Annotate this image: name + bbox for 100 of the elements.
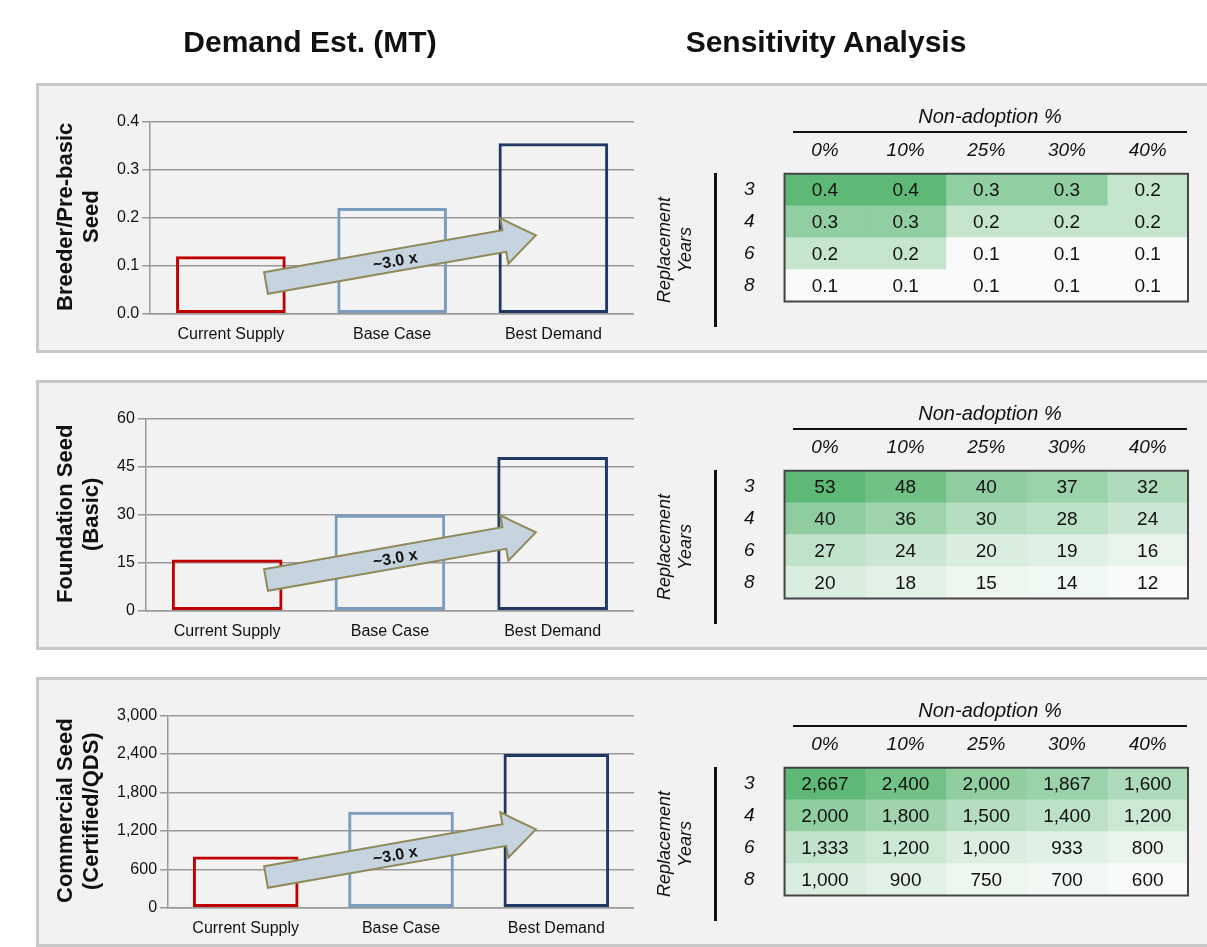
- data-label: 0.3: [973, 179, 1000, 201]
- y-tick-label: 6: [743, 241, 755, 263]
- y-tick-label: 8: [743, 867, 755, 889]
- y-tick-label: 15: [117, 553, 135, 571]
- data-label: 1,867: [1043, 773, 1091, 795]
- y-tick-label: 0.0: [116, 304, 140, 322]
- y-tick-label: 6: [743, 835, 755, 857]
- x-axis-title: Non-adoption %: [793, 105, 1187, 133]
- data-label: 0.1: [973, 274, 1000, 296]
- data-label: 36: [895, 507, 917, 529]
- data-label: 0.2: [973, 210, 1000, 232]
- data-label: 1,000: [801, 868, 849, 890]
- y-tick-label: 3: [743, 178, 755, 200]
- chart-title: Sensitivity Analysis: [684, 25, 968, 59]
- annotation: ~3.0 x: [371, 545, 419, 571]
- x-tick-label: Current Supply: [177, 324, 285, 342]
- x-tick-label: 40%: [1128, 138, 1167, 160]
- y-tick-label: 0.3: [116, 160, 140, 178]
- y-tick-label: 0.2: [116, 208, 140, 226]
- x-tick-label: 10%: [886, 138, 925, 160]
- data-label: 2,000: [962, 773, 1011, 795]
- data-label: 1,400: [1043, 804, 1091, 826]
- data-label: 0.4: [811, 179, 839, 201]
- data-label: 14: [1056, 571, 1078, 593]
- x-tick-label: 30%: [1047, 435, 1087, 457]
- data-label: 1,500: [962, 804, 1011, 826]
- data-label: 1,200: [1123, 804, 1172, 826]
- data-label: 0.1: [973, 242, 1000, 264]
- y-tick-label: 1,800: [116, 782, 158, 800]
- data-label: 12: [1137, 571, 1159, 593]
- x-tick-label: 30%: [1047, 732, 1087, 754]
- data-label: 0.1: [1053, 242, 1081, 264]
- data-label: 0.2: [1134, 210, 1161, 232]
- x-tick-label: 0%: [811, 732, 839, 754]
- data-label: 0.2: [811, 242, 839, 264]
- data-label: 24: [895, 539, 917, 561]
- data-label: 20: [814, 571, 836, 593]
- x-tick-label: Best Demand: [507, 918, 605, 936]
- x-tick-label: Base Case: [352, 324, 432, 342]
- data-label: 2,667: [801, 773, 849, 795]
- x-tick-label: 40%: [1128, 732, 1167, 754]
- data-label: 933: [1051, 836, 1083, 858]
- x-tick-label: 25%: [966, 138, 1006, 160]
- data-label: 48: [895, 476, 917, 498]
- y-tick-label: 4: [743, 507, 755, 529]
- data-label: 600: [1131, 868, 1164, 890]
- y-tick-label: 0: [125, 601, 135, 619]
- y-tick-label: 3: [743, 475, 755, 497]
- x-axis-title: Non-adoption %: [793, 402, 1187, 430]
- y-tick-label: 0.4: [116, 112, 140, 130]
- x-tick-label: 0%: [811, 138, 839, 160]
- x-tick-label: 30%: [1047, 138, 1087, 160]
- data-label: 0.1: [1134, 274, 1161, 296]
- y-tick-label: 1,200: [116, 821, 158, 839]
- y-axis-title: Replacement Years: [654, 195, 696, 305]
- y-axis-title: Foundation Seed (Basic): [52, 423, 104, 606]
- y-tick-label: 0.1: [116, 256, 140, 274]
- y-tick-label: 6: [743, 538, 755, 560]
- data-label: 1,800: [881, 804, 930, 826]
- x-tick-label: Base Case: [361, 918, 441, 936]
- chart-title: Demand Est. (MT): [182, 25, 438, 59]
- data-label: 0.2: [1134, 179, 1161, 201]
- x-tick-label: 25%: [966, 732, 1006, 754]
- x-tick-label: 40%: [1128, 435, 1167, 457]
- x-tick-label: Base Case: [350, 621, 430, 639]
- data-label: 900: [889, 868, 922, 890]
- y-tick-label: 3: [743, 772, 755, 794]
- y-tick-label: 0: [148, 898, 158, 916]
- data-label: 27: [814, 539, 836, 561]
- x-tick-label: Current Supply: [173, 621, 281, 639]
- data-label: 0.2: [1053, 210, 1081, 232]
- data-label: 1,333: [801, 836, 849, 858]
- x-tick-label: 25%: [966, 435, 1006, 457]
- data-label: 0.1: [811, 274, 839, 296]
- y-axis-title: Breeder/Pre-basic Seed: [52, 121, 104, 314]
- data-label: 0.3: [892, 210, 919, 232]
- data-label: 0.4: [892, 179, 920, 201]
- annotation: ~3.0 x: [371, 842, 419, 868]
- y-axis-title: Replacement Years: [654, 789, 696, 899]
- x-tick-label: 10%: [886, 732, 925, 754]
- data-label: 24: [1137, 507, 1159, 529]
- data-label: 18: [895, 571, 917, 593]
- data-label: 0.1: [1053, 274, 1081, 296]
- data-label: 750: [970, 868, 1003, 890]
- data-label: 19: [1056, 539, 1078, 561]
- y-tick-label: 45: [117, 457, 135, 475]
- y-tick-label: 8: [743, 273, 755, 295]
- data-label: 32: [1137, 476, 1159, 498]
- x-tick-label: 10%: [886, 435, 925, 457]
- data-label: 800: [1131, 836, 1164, 858]
- data-label: 1,200: [881, 836, 930, 858]
- data-label: 53: [814, 476, 836, 498]
- y-tick-label: 60: [117, 409, 135, 427]
- y-tick-label: 3,000: [116, 706, 158, 724]
- y-tick-label: 600: [130, 859, 158, 877]
- x-tick-label: Best Demand: [504, 324, 602, 342]
- data-label: 2,000: [801, 804, 849, 826]
- data-label: 0.1: [1134, 242, 1161, 264]
- data-label: 40: [814, 507, 836, 529]
- data-label: 1,600: [1123, 773, 1172, 795]
